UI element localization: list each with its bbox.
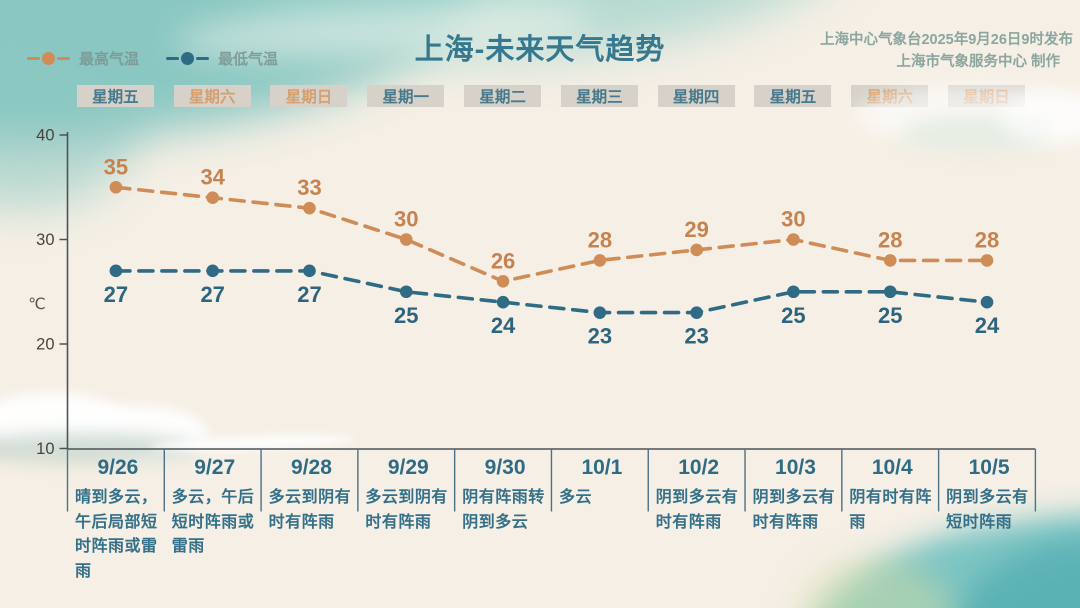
weekday-slot: 星期三: [551, 85, 648, 107]
weekday-label: 星期三: [576, 89, 623, 106]
forecast-weather: 多云到阴有时有阵雨: [365, 489, 448, 531]
weekday-label: 星期五: [769, 89, 817, 106]
forecast-date: 10/2: [678, 456, 720, 479]
weekday-box: 星期四: [657, 85, 735, 107]
high-temp-value: 28: [588, 227, 612, 252]
forecast-date: 9/29: [387, 456, 429, 479]
low-temp-value: 25: [781, 303, 805, 328]
low-temp-marker-icon: [166, 52, 210, 65]
forecast-weather: 阴有阵雨转阴到多云: [462, 489, 545, 531]
forecast-weather: 多云，午后短时阵雨或雷雨: [171, 489, 255, 555]
forecast-cell: 10/5 阴到多云有短时阵雨: [938, 453, 1035, 584]
y-tick-label: 10: [36, 440, 54, 458]
low-temp-value: 25: [878, 303, 902, 328]
high-temp-point: [980, 254, 994, 267]
forecast-weather: 阴到多云有时有阵雨: [655, 489, 739, 531]
issued-by-text: 上海中心气象台2025年9月26日9时发布: [819, 32, 1073, 48]
low-temp-value: 24: [975, 313, 1000, 338]
high-temp-point: [496, 275, 510, 288]
forecast-weather: 多云: [558, 489, 592, 506]
y-axis-unit-label: ℃: [28, 296, 45, 313]
low-temp-point: [690, 306, 703, 319]
forecast-date: 9/26: [97, 456, 139, 479]
low-temp-point: [980, 295, 994, 309]
high-temp-point: [303, 201, 316, 215]
low-temp-value: 27: [200, 282, 224, 307]
forecast-table: 9/26 晴到多云，午后局部短时阵雨或雷雨 9/27 多云，午后短时阵雨或雷雨 …: [67, 453, 1035, 584]
high-temp-point: [883, 254, 897, 267]
low-temp-point: [496, 295, 510, 309]
forecast-date: 10/3: [775, 456, 816, 479]
legend-item-low: 最低气温: [166, 48, 278, 69]
forecast-cell: 10/3 阴到多云有时有阵雨: [745, 453, 842, 584]
weekday-label: 星期四: [672, 89, 720, 106]
high-temp-line: [114, 185, 989, 284]
high-temp-point: [593, 254, 607, 267]
low-temp-value: 25: [394, 303, 418, 328]
low-temp-point: [109, 264, 123, 278]
weekday-slot: 星期五: [745, 85, 842, 107]
forecast-date: 10/5: [968, 456, 1010, 479]
forecast-cell: 9/29 多云到阴有时有阵雨: [357, 453, 454, 584]
legend-low-label: 最低气温: [218, 51, 279, 68]
forecast-cell: 9/27 多云，午后短时阵雨或雷雨: [164, 453, 261, 584]
high-temp-marker-icon: [27, 52, 70, 65]
forecast-cell: 9/26 晴到多云，午后局部短时阵雨或雷雨: [67, 453, 164, 584]
high-temp-point: [109, 180, 123, 194]
forecast-cell: 10/1 多云: [551, 453, 648, 584]
high-temp-value: 33: [297, 175, 321, 200]
forecast-cell: 10/4 阴有时有阵雨: [841, 453, 938, 584]
produced-by-text: 上海市气象服务中心 制作: [896, 54, 1060, 70]
high-temp-value: 30: [781, 207, 805, 232]
forecast-weather: 阴有时有阵雨: [849, 489, 932, 531]
legend-high-label: 最高气温: [79, 51, 140, 68]
high-temp-point: [690, 243, 703, 257]
low-temp-point: [787, 285, 800, 299]
high-temp-value: 28: [975, 227, 999, 252]
chart-legend: 最高气温 最低气温: [27, 48, 278, 69]
weekday-box: 星期五: [754, 85, 832, 107]
forecast-weather: 多云到阴有时有阵雨: [268, 489, 352, 531]
forecast-date: 9/27: [194, 456, 236, 479]
forecast-date: 9/28: [291, 456, 332, 479]
forecast-cell: 9/30 阴有阵雨转阴到多云: [454, 453, 551, 584]
low-temp-point: [206, 264, 219, 278]
high-temp-value: 26: [491, 248, 515, 273]
low-temp-line: [114, 269, 989, 315]
weekday-slot: 星期四: [648, 85, 745, 107]
high-temp-point: [206, 191, 219, 204]
low-temp-value: 24: [491, 313, 516, 338]
low-temp-value: 23: [684, 324, 708, 349]
low-temp-point: [399, 285, 413, 299]
high-temp-value: 30: [394, 207, 418, 232]
forecast-cell: 9/28 多云到阴有时有阵雨: [261, 453, 358, 584]
low-temp-value: 27: [297, 282, 321, 307]
low-temp-point: [303, 264, 316, 278]
low-temp-value: 27: [104, 282, 128, 307]
high-temp-point: [399, 233, 413, 246]
low-temp-point: [593, 306, 607, 319]
y-tick-label: 30: [36, 231, 54, 249]
forecast-date: 10/4: [871, 456, 913, 479]
high-temp-value: 35: [104, 154, 128, 179]
legend-item-high: 最高气温: [27, 48, 139, 69]
forecast-weather: 阴到多云有短时阵雨: [946, 489, 1029, 531]
high-temp-value: 29: [684, 217, 708, 242]
forecast-date: 10/1: [581, 456, 623, 479]
high-temp-point: [787, 233, 800, 246]
publisher-info: 上海中心气象台2025年9月26日9时发布 上海市气象服务中心 制作: [820, 29, 1073, 73]
y-tick-label: 40: [36, 127, 54, 145]
high-temp-value: 34: [200, 165, 225, 190]
forecast-cell: 10/2 阴到多云有时有阵雨: [648, 453, 745, 584]
weekday-box: 星期三: [560, 85, 638, 107]
forecast-weather: 晴到多云，午后局部短时阵雨或雷雨: [75, 489, 158, 580]
high-temp-value: 28: [878, 227, 902, 252]
low-temp-point: [883, 285, 897, 299]
forecast-weather: 阴到多云有时有阵雨: [752, 489, 836, 531]
low-temp-value: 23: [588, 324, 612, 349]
y-tick-label: 20: [36, 336, 54, 354]
forecast-date: 9/30: [484, 456, 526, 479]
